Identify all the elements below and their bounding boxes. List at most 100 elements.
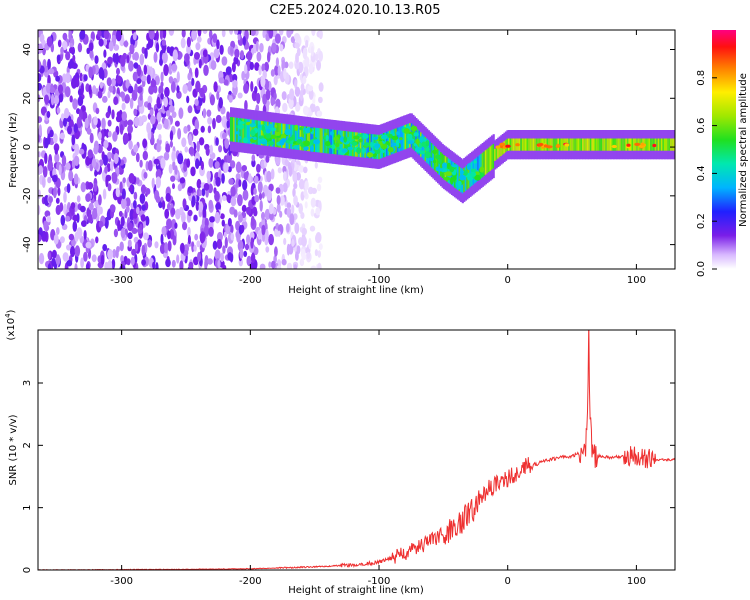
spectrogram-track-cell [305, 126, 308, 151]
spectrogram-signal-blob [406, 134, 412, 140]
spectrogram-noise-cell [172, 183, 175, 190]
spectrogram-track-cell [447, 158, 450, 183]
spectrogram-noise-cell [98, 131, 102, 141]
spectrogram-y-tick-label: -40 [22, 236, 33, 252]
spectrogram-noise-cell [255, 40, 259, 52]
spectrogram-noise-cell [158, 134, 162, 141]
snr-y-tick-label: 1 [22, 504, 33, 510]
spectrogram-noise-cell [288, 97, 294, 109]
spectrogram-track-cell [497, 146, 500, 159]
spectrogram-noise-cell [246, 206, 252, 215]
spectrogram-noise-cell [227, 166, 232, 173]
spectrogram-noise-cell [161, 43, 167, 54]
spectrogram-track-cell [568, 138, 571, 151]
spectrogram-noise-cell [215, 176, 221, 187]
spectrogram-noise-cell [221, 56, 228, 66]
spectrogram-noise-cell [86, 127, 92, 135]
spectrogram-noise-cell [279, 195, 285, 206]
spectrogram-track-cell [526, 138, 529, 151]
spectrogram-signal-blob [257, 124, 262, 129]
spectrogram-noise-cell [107, 90, 111, 99]
spectrogram-track-cell [341, 130, 344, 156]
spectrogram-noise-cell [241, 70, 246, 81]
spectrogram-noise-cell [187, 186, 194, 194]
spectrogram-noise-cell [268, 203, 274, 215]
spectrogram-noise-cell [44, 210, 51, 218]
spectrogram-noise-cell [67, 125, 72, 135]
spectrogram-signal-blob [267, 141, 275, 146]
spectrogram-noise-cell [273, 92, 277, 100]
spectrogram-noise-cell [182, 84, 188, 94]
spectrogram-noise-cell [121, 102, 126, 111]
spectrogram-noise-cell [102, 188, 107, 200]
spectrogram-noise-cell [309, 103, 316, 113]
spectrogram-noise-cell [72, 214, 78, 222]
spectrogram-noise-cell [250, 215, 255, 226]
spectrogram-noise-cell [88, 213, 93, 224]
spectrogram-noise-cell [111, 78, 116, 87]
spectrogram-noise-cell [270, 69, 275, 77]
spectrogram-signal-blob [374, 148, 381, 154]
spectrogram-noise-cell [77, 95, 84, 107]
spectrogram-noise-cell [213, 48, 220, 59]
spectrogram-noise-cell [66, 183, 71, 194]
spectrogram-noise-cell [241, 165, 247, 172]
spectrogram-noise-cell [271, 42, 277, 53]
spectrogram-noise-cell [113, 96, 119, 106]
spectrogram-noise-cell [59, 132, 65, 140]
spectrogram-signal-blob [479, 166, 485, 173]
spectrogram-noise-cell [56, 107, 61, 114]
spectrogram-track-cell [579, 138, 582, 151]
spectrogram-noise-cell [61, 73, 67, 85]
spectrogram-noise-cell [308, 63, 314, 75]
spectrogram-noise-cell [219, 44, 224, 55]
spectrogram-track-cell [521, 138, 525, 151]
spectrogram-noise-cell [61, 40, 68, 51]
spectrogram-noise-cell [268, 233, 274, 246]
spectrogram-noise-cell [155, 42, 160, 53]
spectrogram-noise-cell [317, 262, 322, 269]
spectrogram-noise-cell [80, 257, 84, 269]
spectrogram-noise-cell [182, 198, 187, 209]
spectrogram-signal-blob [353, 135, 360, 140]
spectrogram-noise-cell [110, 160, 114, 172]
spectrogram-noise-cell [226, 111, 230, 121]
spectrogram-noise-cell [85, 193, 91, 203]
spectrogram-track-cell [501, 142, 504, 155]
spectrogram-noise-cell [209, 216, 216, 223]
spectrogram-noise-cell [144, 47, 148, 59]
spectrogram-noise-cell [73, 173, 79, 185]
spectrogram-noise-cell [275, 187, 281, 194]
spectrogram-track-cell [270, 122, 273, 147]
spectrogram-noise-cell [187, 81, 193, 92]
spectrogram-noise-cell [161, 226, 167, 236]
spectrogram-noise-cell [279, 210, 283, 218]
spectrogram-track-cell [611, 138, 614, 151]
spectrogram-noise-cell [275, 98, 281, 109]
spectrogram-noise-cell [113, 228, 118, 238]
spectrogram-noise-cell [80, 82, 84, 95]
spectrogram-noise-cell [163, 64, 169, 76]
spectrogram-peak-spot [515, 143, 520, 147]
spectrogram-noise-cell [232, 79, 237, 89]
spectrogram-signal-blob [303, 140, 310, 147]
spectrogram-noise-cell [174, 165, 178, 176]
spectrogram-noise-cell [119, 181, 123, 194]
spectrogram-noise-cell [304, 201, 308, 209]
spectrogram-track-cell [508, 138, 511, 151]
spectrogram-track-cell [310, 127, 313, 152]
spectrogram-noise-cell [311, 187, 317, 194]
spectrogram-noise-cell [139, 53, 145, 66]
spectrogram-noise-cell [53, 234, 59, 245]
spectrogram-noise-cell [268, 81, 272, 92]
colorbar-gradient [712, 30, 736, 269]
spectrogram-track-cell [633, 138, 636, 151]
spectrogram-peak-spot [638, 144, 645, 148]
spectrogram-track-cell [231, 117, 234, 142]
spectrogram-noise-cell [181, 211, 186, 224]
spectrogram-noise-cell [133, 62, 139, 69]
spectrogram-signal-blob [260, 138, 267, 143]
spectrogram-noise-cell [105, 174, 112, 182]
spectrogram-noise-cell [128, 60, 134, 72]
